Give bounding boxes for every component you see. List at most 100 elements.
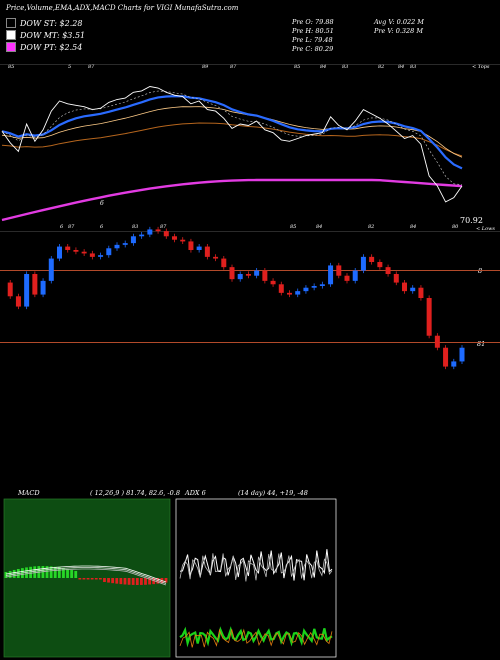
- top-mark: 85: [8, 64, 15, 70]
- last-price-label: 70.92: [460, 216, 483, 225]
- candle-body: [262, 270, 268, 281]
- candle-body: [213, 256, 219, 259]
- macd-histogram-bar: [135, 578, 139, 585]
- prev-open: Pre O: 79.88: [292, 18, 334, 26]
- candle-body: [40, 280, 46, 295]
- legend-swatch-st: [6, 18, 16, 28]
- adx-title: ADX 6: [185, 489, 206, 497]
- top-mark: 83: [410, 64, 417, 70]
- candle-body: [24, 274, 30, 307]
- candle-body: [237, 274, 243, 280]
- candle-body: [336, 265, 342, 276]
- low-mark: 82: [368, 224, 375, 230]
- candle-body: [57, 246, 62, 259]
- prev-close: Pre C: 80.29: [292, 45, 334, 53]
- candle-body: [245, 274, 251, 276]
- ema-fast-line: [1, 90, 463, 185]
- candle-body: [32, 274, 38, 295]
- ema-long-line: [1, 178, 463, 222]
- legend-label-pt: DOW PT: $2.54: [20, 42, 83, 52]
- top-mark: 84: [320, 64, 327, 70]
- low-mark: 84: [410, 224, 417, 230]
- candle-body: [319, 284, 325, 286]
- candle-body: [98, 255, 104, 257]
- macd-line: [5, 567, 167, 584]
- macd-histogram-bar: [66, 569, 69, 578]
- macd-line: [5, 565, 167, 583]
- macd-histogram-bar: [98, 578, 102, 580]
- candle-body: [139, 234, 145, 237]
- macd-histogram-bar: [107, 578, 110, 583]
- macd-histogram-bar: [123, 578, 127, 585]
- candle-body: [418, 287, 424, 298]
- minus-di-line: [179, 628, 333, 648]
- top-mark: 89: [202, 64, 209, 70]
- macd-histogram-bar: [119, 578, 123, 585]
- candle-body: [270, 280, 276, 285]
- candle-body: [155, 229, 161, 232]
- candle-body: [196, 246, 202, 250]
- candle-body: [328, 265, 334, 285]
- adx-params: (14 day) 44, +19, -48: [238, 489, 308, 497]
- low-mark: 84: [316, 224, 323, 230]
- plus-di-line: [179, 626, 333, 648]
- candle-body: [81, 251, 87, 254]
- candle-body: [295, 291, 301, 295]
- candle-body: [229, 267, 235, 280]
- candle-body: [204, 246, 210, 257]
- candle-body: [172, 236, 177, 240]
- legend-swatch-mt: [6, 30, 16, 40]
- ema-20-line: [1, 106, 463, 158]
- legend-label-st: DOW ST: $2.28: [20, 18, 83, 28]
- candle-body: [48, 258, 54, 281]
- macd-histogram-bar: [139, 578, 143, 585]
- macd-histogram-bar: [111, 578, 115, 584]
- top-mark: 87: [88, 64, 95, 70]
- candle-body: [385, 267, 391, 274]
- low-mark: 87: [68, 224, 75, 230]
- macd-histogram-bar: [90, 578, 94, 580]
- candle-body: [311, 286, 317, 288]
- candle-body: [147, 229, 153, 235]
- low-mark: 6: [60, 224, 64, 230]
- tops-label: < Tops: [472, 64, 490, 70]
- candle-body: [188, 241, 194, 250]
- candle-body: [15, 296, 21, 307]
- macd-histogram-bar: [82, 578, 86, 580]
- macd-histogram-bar: [164, 578, 168, 583]
- candle-body: [451, 361, 457, 367]
- macd-histogram-bar: [94, 578, 98, 580]
- candle-body: [360, 256, 366, 271]
- macd-histogram-bar: [33, 566, 37, 578]
- macd-histogram-bar: [57, 567, 61, 578]
- candle-body: [352, 270, 358, 281]
- top-mark: 82: [378, 64, 385, 70]
- low-mark: 6: [100, 224, 104, 230]
- candle-body: [426, 298, 432, 336]
- prev-high: Pre H: 80.51: [292, 27, 334, 35]
- candle-body: [393, 274, 399, 283]
- candle-body: [459, 347, 465, 362]
- candle-body: [410, 287, 416, 292]
- macd-histogram-bar: [62, 568, 65, 578]
- macd-histogram-bar: [70, 569, 74, 578]
- top-mark: 87: [230, 64, 237, 70]
- candle-body: [114, 244, 120, 249]
- macd-histogram-bar: [152, 578, 156, 585]
- macd-plot: [4, 565, 168, 586]
- candle-body: [344, 275, 350, 281]
- macd-histogram-bar: [74, 570, 78, 578]
- macd-histogram-bar: [49, 566, 53, 578]
- top-mark: 84: [398, 64, 405, 70]
- low-mark: 87: [160, 224, 167, 230]
- prev-volume: Pre V: 0.328 M: [374, 27, 424, 35]
- legend-swatch-pt: [6, 42, 16, 52]
- macd-histogram-bar: [127, 578, 131, 585]
- ema-mid-line: [1, 122, 463, 157]
- macd-histogram-bar: [29, 566, 33, 578]
- top-mark: 83: [342, 64, 349, 70]
- candle-body: [130, 236, 136, 244]
- candle-body: [73, 250, 79, 252]
- candle-body: [443, 347, 449, 367]
